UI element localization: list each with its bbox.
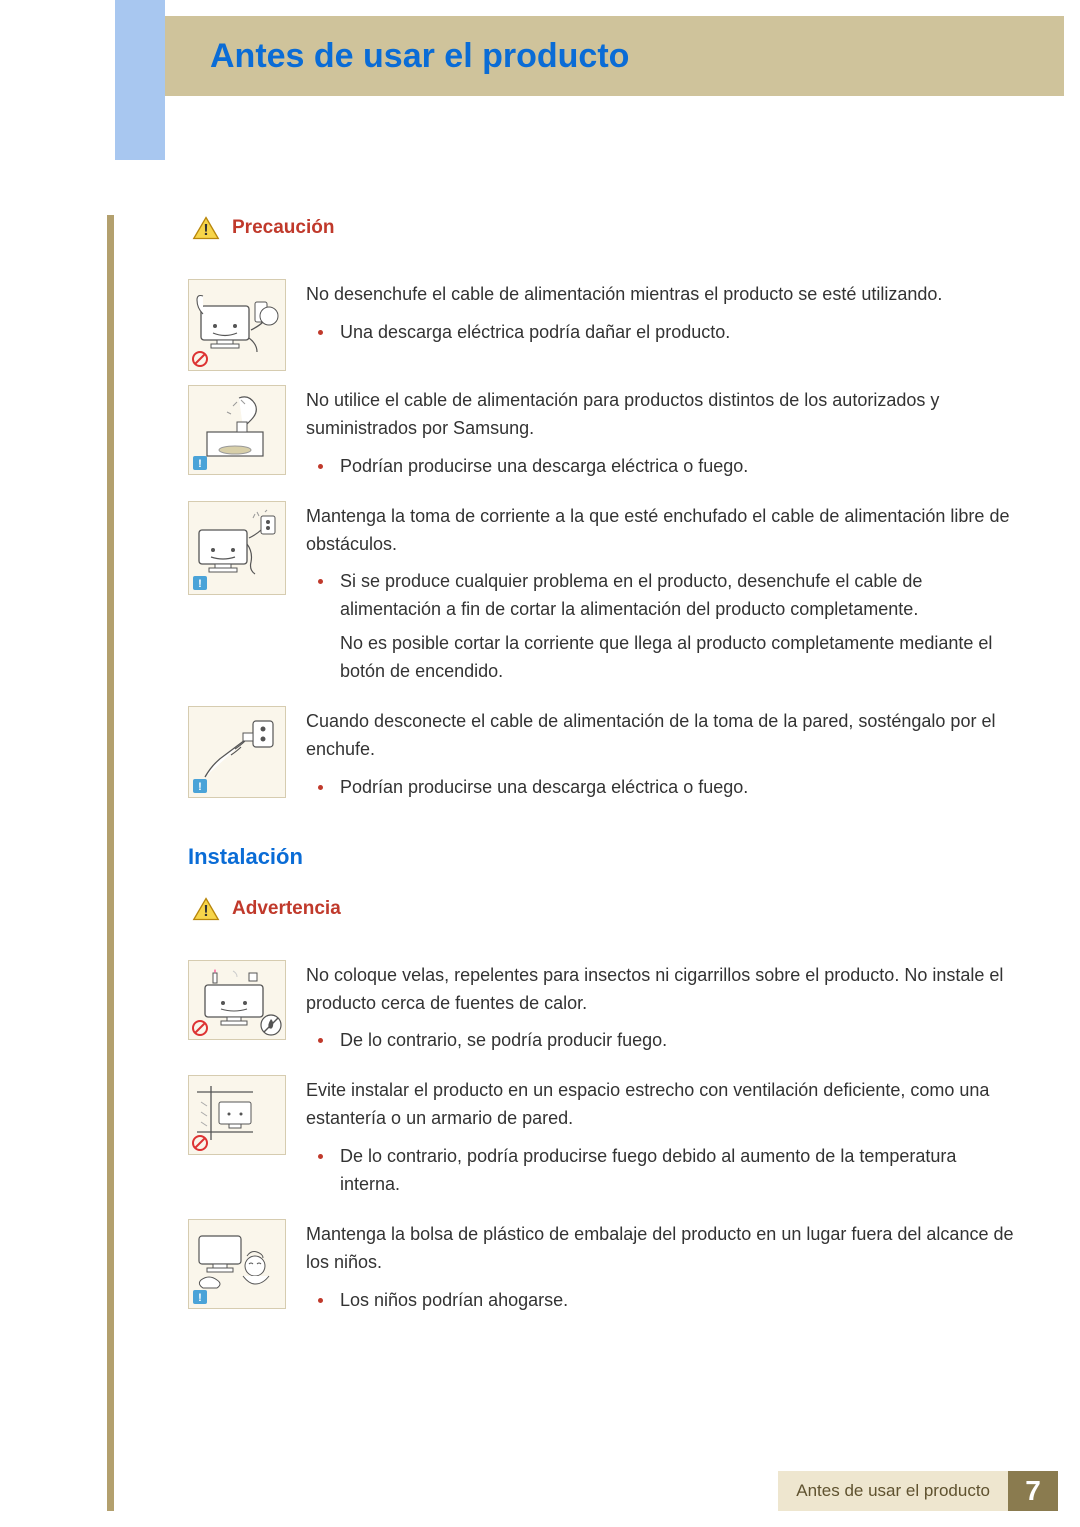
page-footer: Antes de usar el producto 7 <box>778 1471 1058 1511</box>
illustration-narrow-space <box>188 1075 286 1155</box>
precaution-item: ! No utilice el cable de alimentación pa… <box>188 385 1020 487</box>
item-bullet: Podrían producirse una descarga eléctric… <box>340 453 1020 481</box>
illustration-authorized-cable: ! <box>188 385 286 475</box>
precaution-item: ! Cuando desconecte el cable de alimenta… <box>188 706 1020 808</box>
illustration-unplug-in-use <box>188 279 286 371</box>
svg-text:!: ! <box>203 903 208 920</box>
installation-item: No coloque velas, repelentes para insect… <box>188 960 1020 1062</box>
info-badge-icon: ! <box>192 778 208 794</box>
installation-section-title: Instalación <box>188 844 1020 870</box>
prohibit-badge-icon <box>192 351 208 367</box>
item-lead: Mantenga la toma de corriente a la que e… <box>306 503 1020 559</box>
item-body: No coloque velas, repelentes para insect… <box>306 960 1020 1062</box>
item-lead: Mantenga la bolsa de plástico de embalaj… <box>306 1221 1020 1277</box>
prohibit-badge-icon <box>192 1135 208 1151</box>
item-body: Cuando desconecte el cable de alimentaci… <box>306 706 1020 808</box>
item-tail: No es posible cortar la corriente que ll… <box>340 630 1020 686</box>
item-body: Mantenga la toma de corriente a la que e… <box>306 501 1020 692</box>
item-lead: Cuando desconecte el cable de alimentaci… <box>306 708 1020 764</box>
item-body: No desenchufe el cable de alimentación m… <box>306 279 1020 353</box>
installation-item: ! Mantenga la bolsa de plástico de embal… <box>188 1219 1020 1321</box>
info-badge-icon: ! <box>192 1289 208 1305</box>
illustration-plastic-bag-child: ! <box>188 1219 286 1309</box>
chapter-header: Antes de usar el producto <box>165 16 1064 96</box>
item-bullet: Una descarga eléctrica podría dañar el p… <box>340 319 1020 347</box>
info-badge-icon: ! <box>192 455 208 471</box>
svg-text:!: ! <box>198 578 202 590</box>
precaution-label: Precaución <box>232 217 334 239</box>
item-lead: No coloque velas, repelentes para insect… <box>306 962 1020 1018</box>
precaution-heading: ! Precaución <box>188 215 1020 241</box>
item-bullet: Podrían producirse una descarga eléctric… <box>340 774 1020 802</box>
item-body: No utilice el cable de alimentación para… <box>306 385 1020 487</box>
content-area: ! Precaución No desenchu <box>188 215 1020 1335</box>
precaution-item: No desenchufe el cable de alimentación m… <box>188 279 1020 371</box>
installation-item: Evite instalar el producto en un espacio… <box>188 1075 1020 1205</box>
footer-page-number: 7 <box>1008 1471 1058 1511</box>
warning-triangle-icon: ! <box>192 896 220 922</box>
illustration-outlet-clear: ! <box>188 501 286 595</box>
item-lead: No utilice el cable de alimentación para… <box>306 387 1020 443</box>
item-body: Mantenga la bolsa de plástico de embalaj… <box>306 1219 1020 1321</box>
svg-text:!: ! <box>198 1292 202 1304</box>
left-blue-tab <box>115 0 165 160</box>
illustration-hold-plug: ! <box>188 706 286 798</box>
item-bullet: De lo contrario, se podría producir fueg… <box>340 1027 1020 1055</box>
item-bullet: Los niños podrían ahogarse. <box>340 1287 1020 1315</box>
caution-triangle-icon: ! <box>192 215 220 241</box>
svg-text:!: ! <box>198 781 202 793</box>
item-bullet: De lo contrario, podría producirse fuego… <box>340 1143 1020 1199</box>
footer-chapter-text: Antes de usar el producto <box>778 1471 1008 1511</box>
item-lead: No desenchufe el cable de alimentación m… <box>306 281 1020 309</box>
svg-text:!: ! <box>203 222 208 239</box>
chapter-title: Antes de usar el producto <box>210 37 629 76</box>
no-fire-badge-icon <box>260 1014 282 1036</box>
left-gold-strip <box>107 215 114 1511</box>
svg-text:!: ! <box>198 458 202 470</box>
info-badge-icon: ! <box>192 575 208 591</box>
warning-label: Advertencia <box>232 898 341 920</box>
prohibit-badge-icon <box>192 1020 208 1036</box>
item-body: Evite instalar el producto en un espacio… <box>306 1075 1020 1205</box>
item-bullet: Si se produce cualquier problema en el p… <box>340 568 1020 624</box>
warning-heading: ! Advertencia <box>188 896 1020 922</box>
item-lead: Evite instalar el producto en un espacio… <box>306 1077 1020 1133</box>
precaution-item: ! Mantenga la toma de corriente a la que… <box>188 501 1020 692</box>
illustration-no-candles <box>188 960 286 1040</box>
